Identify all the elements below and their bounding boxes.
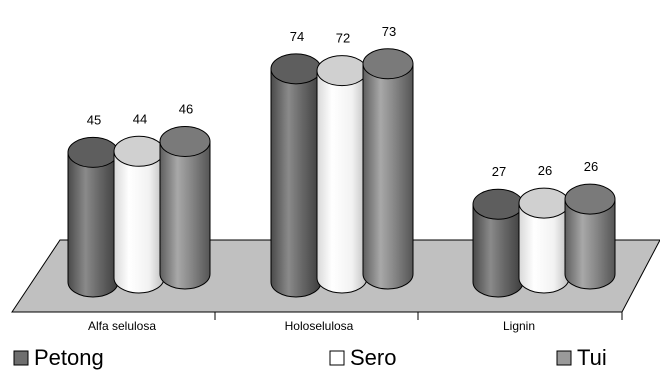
bar-top	[159, 126, 211, 158]
bar-top	[472, 188, 524, 220]
bar-tui-1	[159, 126, 211, 290]
legend-item-petong: Petong	[13, 345, 104, 370]
legend: Petong Sero Tui	[13, 345, 607, 370]
value-labels-layer: 45 44 46 74 72 73 27 26 26	[87, 24, 598, 179]
bar-body	[316, 70, 368, 294]
legend-item-sero: Sero	[329, 345, 396, 370]
bar-body	[67, 151, 119, 298]
bar-petong-1	[67, 136, 119, 298]
bar-top	[67, 136, 119, 168]
bar-body	[113, 150, 165, 294]
data-label: 27	[492, 164, 506, 179]
bar-top	[113, 135, 165, 167]
category-label: Alfa selulosa	[88, 319, 156, 333]
bar-body	[270, 68, 322, 298]
bar-sero-2	[316, 55, 368, 294]
bar-top	[564, 183, 616, 215]
data-label: 44	[133, 111, 147, 126]
bar-top	[518, 187, 570, 219]
data-label: 74	[290, 29, 304, 44]
bar-petong-2	[270, 53, 322, 298]
bar-tui-3	[564, 183, 616, 290]
legend-swatch	[556, 350, 572, 366]
data-label: 73	[382, 24, 396, 39]
legend-label: Petong	[34, 345, 104, 370]
bar-sero-1	[113, 135, 165, 294]
data-label: 45	[87, 112, 101, 127]
bar-top	[316, 55, 368, 87]
category-label: Lignin	[503, 319, 535, 333]
legend-item-tui: Tui	[556, 345, 607, 370]
category-label: Holoselulosa	[285, 319, 354, 333]
data-label: 26	[584, 159, 598, 174]
legend-label: Tui	[577, 345, 607, 370]
data-label: 26	[538, 163, 552, 178]
bar-sero-3	[518, 187, 570, 294]
bar-petong-3	[472, 188, 524, 298]
bar-tui-2	[362, 48, 414, 290]
legend-swatch	[13, 350, 29, 366]
bar-top	[362, 48, 414, 80]
bar-body	[362, 63, 414, 290]
data-label: 46	[179, 102, 193, 117]
legend-label: Sero	[350, 345, 396, 370]
bar-body	[564, 198, 616, 290]
category-labels-layer: Alfa selulosa Holoselulosa Lignin	[88, 319, 535, 333]
bar-top	[270, 53, 322, 85]
bar-body	[159, 141, 211, 290]
bars-layer	[67, 48, 616, 298]
legend-swatch	[329, 350, 345, 366]
data-label: 72	[336, 31, 350, 46]
